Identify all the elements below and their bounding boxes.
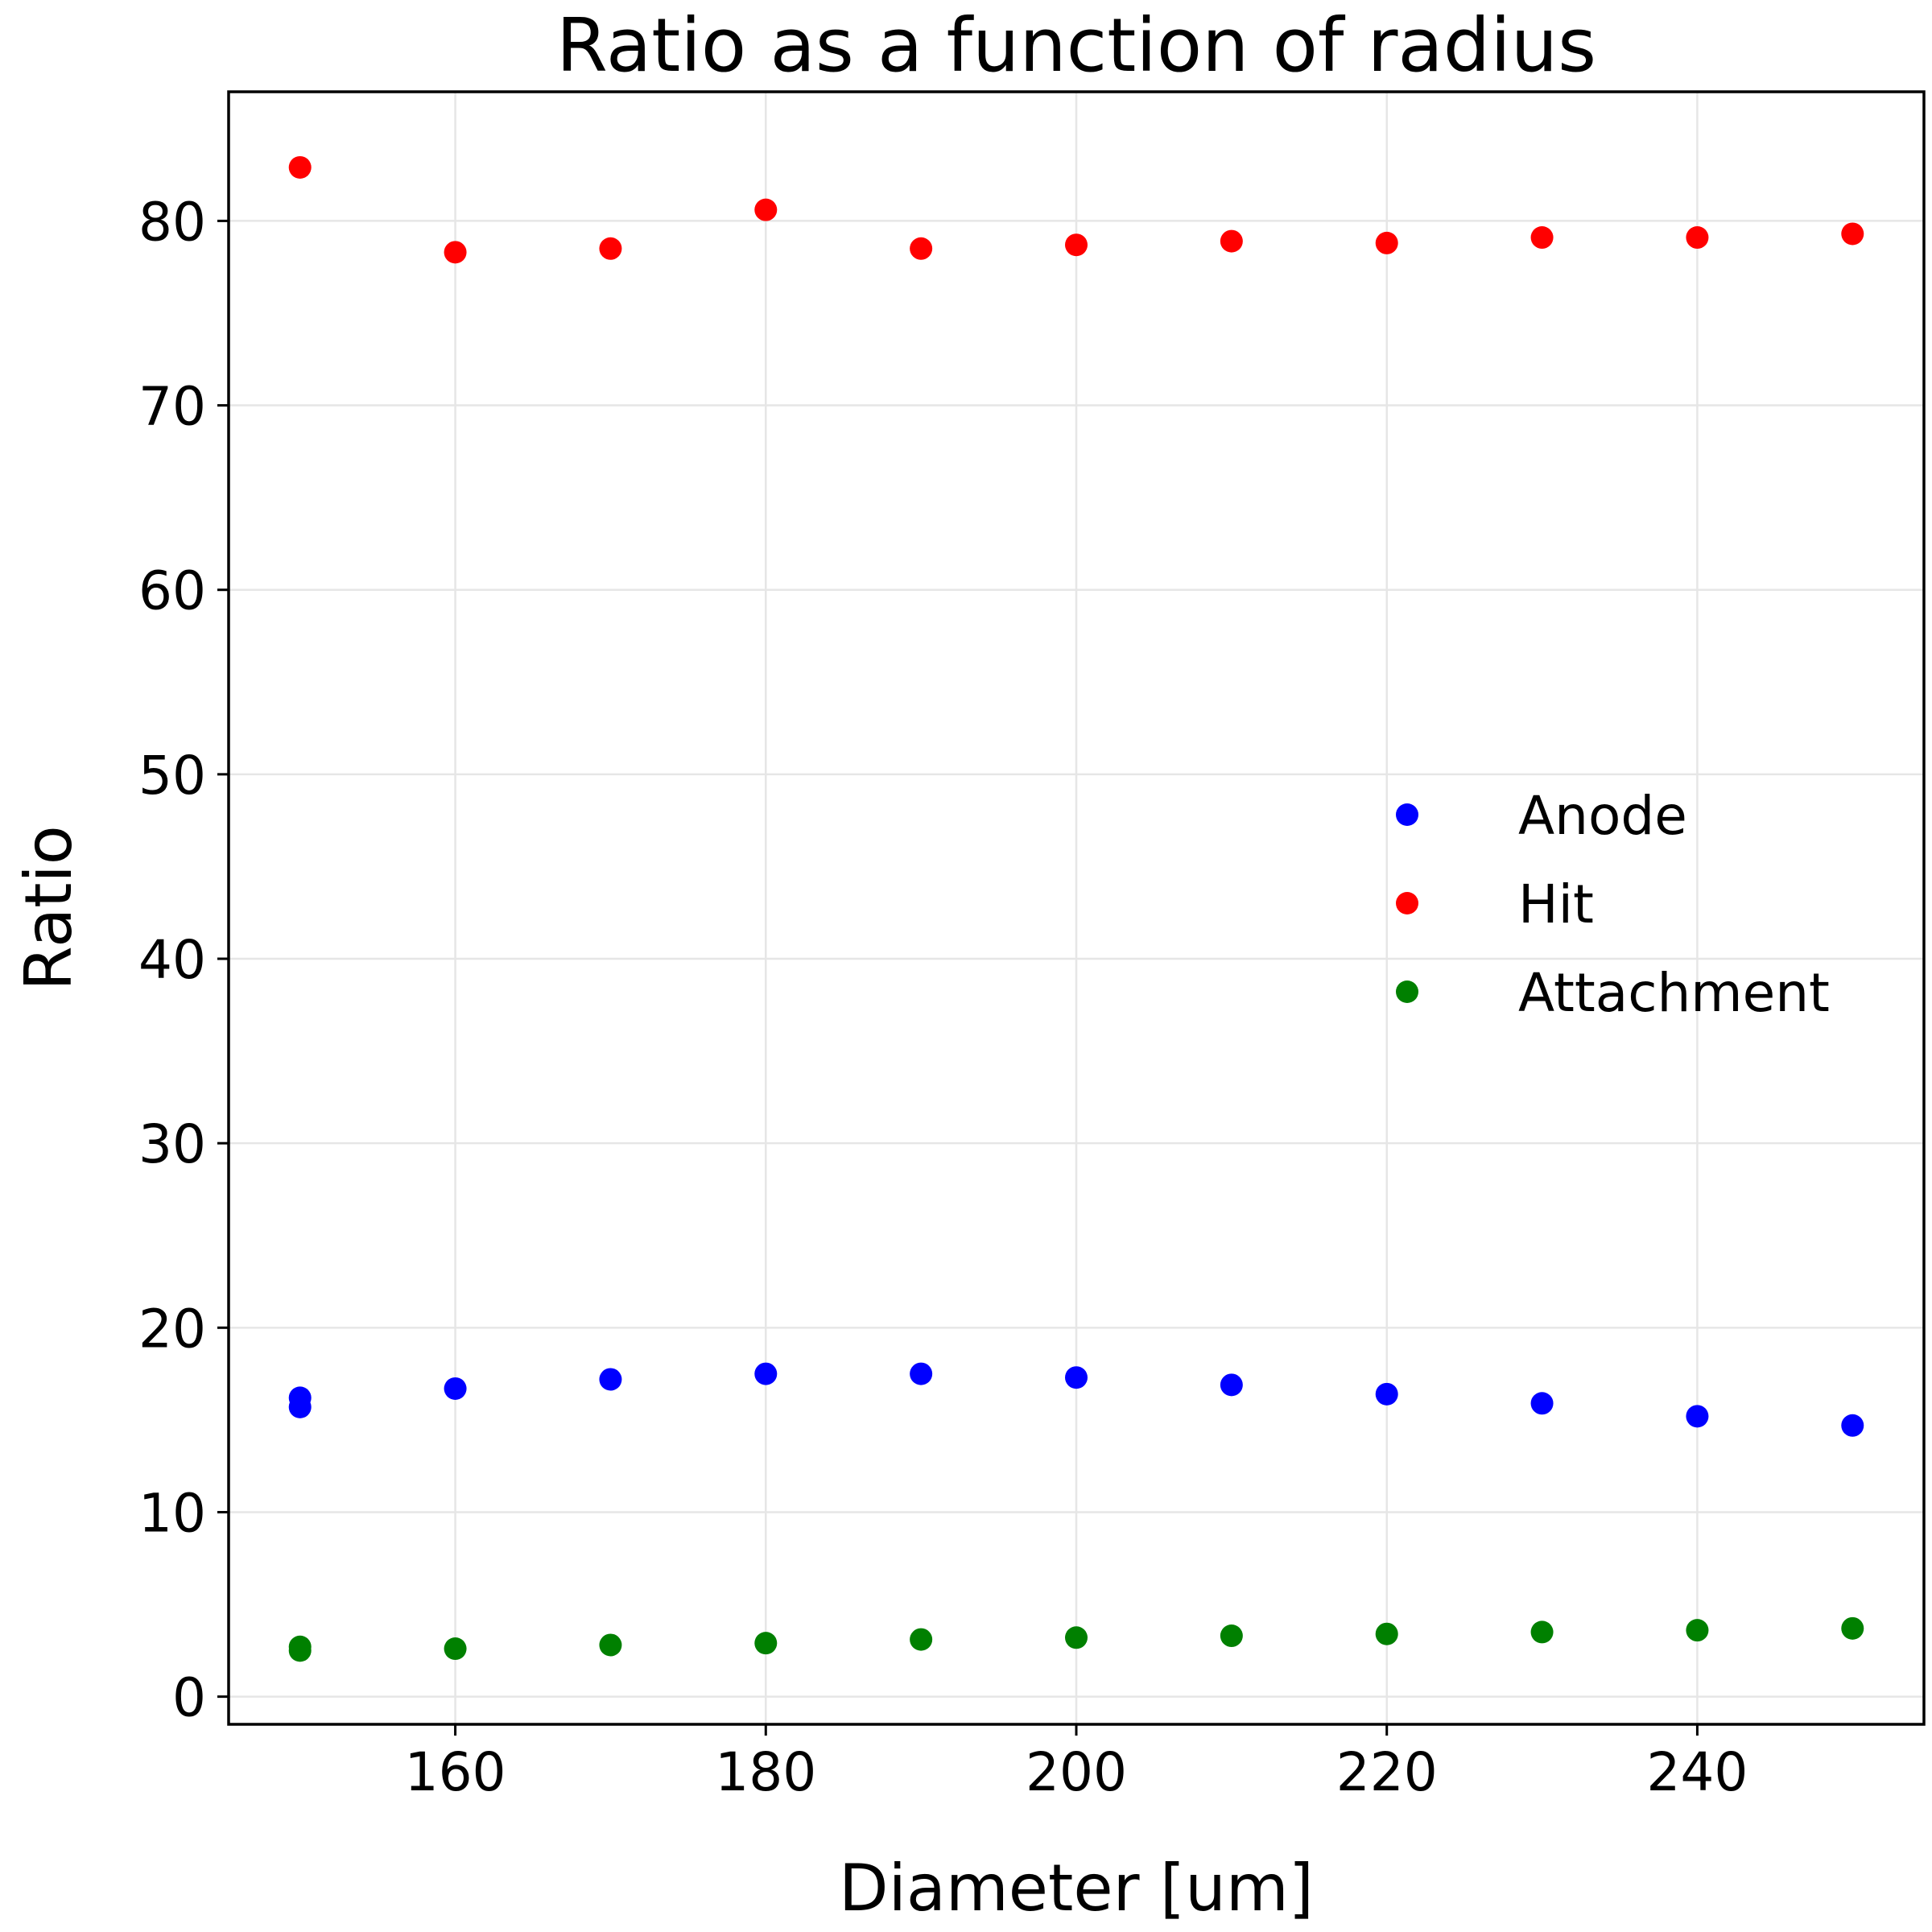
y-tick-label: 50 (138, 745, 206, 807)
attachment-point (1841, 1616, 1864, 1640)
attachment-point (599, 1633, 622, 1657)
legend: Anode Hit Attachment (1396, 785, 1830, 1024)
hit-point (754, 198, 778, 221)
anode-point (1220, 1373, 1243, 1397)
grid-lines (229, 92, 1924, 1724)
anode-point (754, 1362, 778, 1385)
axis-ticks: 160 180 200 220 240 0 10 20 30 40 50 60 70 80 (138, 191, 1748, 1803)
legend-label-attachment: Attachment (1518, 962, 1830, 1024)
attachment-point (1530, 1620, 1554, 1644)
hit-point (1530, 226, 1554, 250)
hit-point (1375, 231, 1398, 254)
legend-label-hit: Hit (1518, 873, 1594, 935)
y-tick-label: 80 (138, 191, 206, 253)
x-tick-label: 180 (715, 1741, 816, 1803)
attachment-point (754, 1632, 778, 1655)
anode-point (1686, 1405, 1709, 1428)
y-axis-label: Ratio (11, 825, 86, 990)
attachment-point (910, 1628, 933, 1651)
y-tick-label: 70 (138, 376, 206, 438)
hit-point (1686, 226, 1709, 250)
anode-point (1375, 1382, 1398, 1406)
anode-point (1065, 1366, 1088, 1389)
hit-point (910, 237, 933, 260)
hit-point (1220, 229, 1243, 253)
attachment-point (1375, 1622, 1398, 1645)
attachment-point (444, 1637, 467, 1661)
anode-point (444, 1377, 467, 1400)
anode-point (1530, 1392, 1554, 1415)
chart-title: Ratio as a function of radius (556, 2, 1596, 89)
legend-label-anode: Anode (1518, 785, 1687, 847)
hit-point (599, 237, 622, 260)
anode-point (1841, 1414, 1864, 1437)
legend-marker-anode (1396, 803, 1418, 826)
x-tick-label: 240 (1646, 1741, 1748, 1803)
x-tick-label: 220 (1336, 1741, 1438, 1803)
hit-point (444, 241, 467, 264)
legend-marker-hit (1396, 892, 1418, 914)
attachment-point (1686, 1619, 1709, 1642)
hit-point (1841, 222, 1864, 246)
x-axis-label: Diameter [um] (839, 1851, 1314, 1926)
data-points (288, 155, 1864, 1662)
anode-point (288, 1395, 312, 1418)
anode-point (910, 1362, 933, 1385)
y-tick-label: 10 (138, 1482, 206, 1544)
attachment-point (288, 1639, 312, 1662)
y-tick-label: 30 (138, 1113, 206, 1175)
anode-point (599, 1368, 622, 1391)
y-tick-label: 20 (138, 1298, 206, 1360)
x-tick-label: 200 (1026, 1741, 1127, 1803)
hit-point (1065, 233, 1088, 257)
y-tick-label: 60 (138, 560, 206, 622)
attachment-point (1220, 1624, 1243, 1648)
hit-point (288, 155, 312, 179)
x-tick-label: 160 (405, 1741, 506, 1803)
attachment-point (1065, 1626, 1088, 1649)
legend-marker-attachment (1396, 980, 1418, 1003)
y-tick-label: 0 (172, 1667, 206, 1729)
y-tick-label: 40 (138, 929, 206, 991)
